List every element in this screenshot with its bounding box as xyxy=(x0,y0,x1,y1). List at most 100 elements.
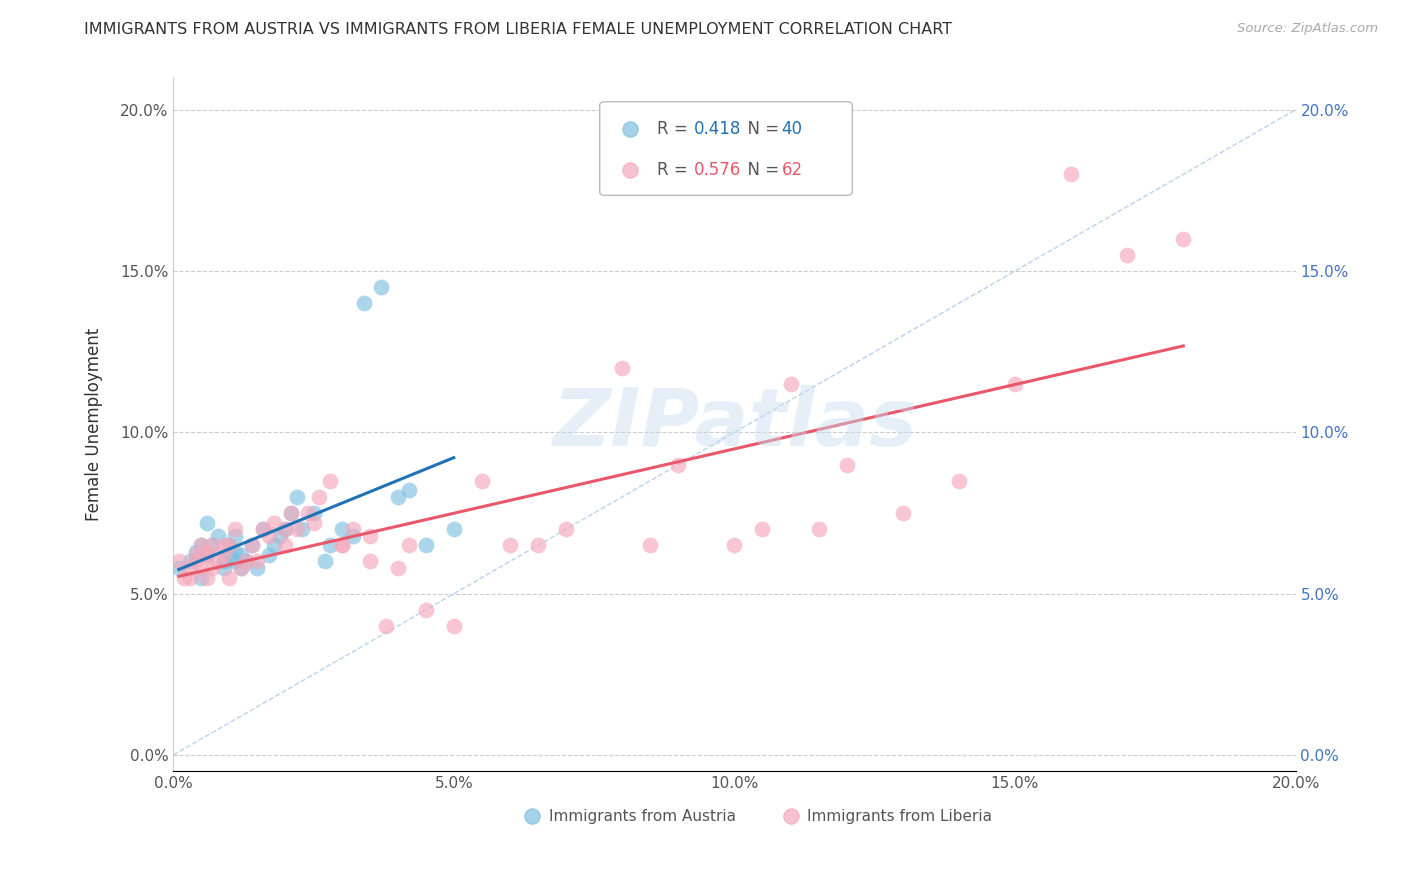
Point xyxy=(527,538,550,552)
Point xyxy=(224,545,246,559)
Point xyxy=(638,538,661,552)
Point xyxy=(891,506,914,520)
Point xyxy=(190,538,212,552)
Point xyxy=(190,561,212,575)
Point xyxy=(302,506,325,520)
Point xyxy=(1060,167,1083,181)
Point xyxy=(359,554,381,568)
Point xyxy=(179,561,201,575)
Point xyxy=(184,545,207,559)
Point xyxy=(353,296,375,310)
Point xyxy=(1004,376,1026,391)
Point xyxy=(359,528,381,542)
Point xyxy=(297,506,319,520)
Text: Source: ZipAtlas.com: Source: ZipAtlas.com xyxy=(1237,22,1378,36)
Point xyxy=(246,554,269,568)
Point xyxy=(195,548,218,562)
Point xyxy=(555,522,578,536)
Point xyxy=(218,571,240,585)
Point xyxy=(184,554,207,568)
Text: 0.576: 0.576 xyxy=(695,161,741,179)
Text: N =: N = xyxy=(737,161,785,179)
Point xyxy=(285,522,308,536)
Point xyxy=(723,538,745,552)
Point xyxy=(240,538,263,552)
Point xyxy=(201,538,224,552)
Point xyxy=(1116,248,1139,262)
Point xyxy=(263,516,285,530)
Point xyxy=(229,561,252,575)
Point xyxy=(212,538,235,552)
Point xyxy=(257,548,280,562)
Point xyxy=(387,490,409,504)
Y-axis label: Female Unemployment: Female Unemployment xyxy=(86,327,103,521)
Point xyxy=(263,538,285,552)
Point xyxy=(218,538,240,552)
Point xyxy=(269,528,291,542)
Point xyxy=(274,522,297,536)
Point xyxy=(167,554,190,568)
Point xyxy=(280,506,302,520)
Point xyxy=(201,538,224,552)
Text: 62: 62 xyxy=(782,161,803,179)
Point xyxy=(212,554,235,568)
Point xyxy=(779,376,801,391)
Point xyxy=(212,561,235,575)
Point xyxy=(330,522,353,536)
Text: ZIPatlas: ZIPatlas xyxy=(553,385,917,463)
Point xyxy=(280,506,302,520)
Point xyxy=(370,280,392,294)
Point xyxy=(308,490,330,504)
Point xyxy=(201,561,224,575)
Point xyxy=(179,554,201,568)
Point xyxy=(387,561,409,575)
Point xyxy=(415,538,437,552)
Point xyxy=(235,554,257,568)
Text: IMMIGRANTS FROM AUSTRIA VS IMMIGRANTS FROM LIBERIA FEMALE UNEMPLOYMENT CORRELATI: IMMIGRANTS FROM AUSTRIA VS IMMIGRANTS FR… xyxy=(84,22,952,37)
Text: Immigrants from Liberia: Immigrants from Liberia xyxy=(807,809,993,824)
Point xyxy=(207,554,229,568)
Point xyxy=(190,538,212,552)
Point xyxy=(319,538,342,552)
Point xyxy=(948,474,970,488)
Text: Immigrants from Austria: Immigrants from Austria xyxy=(550,809,737,824)
Point xyxy=(398,483,420,498)
Point xyxy=(471,474,494,488)
Point xyxy=(330,538,353,552)
Point xyxy=(274,522,297,536)
Point xyxy=(499,538,522,552)
Point xyxy=(443,619,465,633)
Point xyxy=(274,538,297,552)
Point xyxy=(224,522,246,536)
Point xyxy=(229,561,252,575)
Point xyxy=(218,548,240,562)
Point xyxy=(190,571,212,585)
Point xyxy=(229,548,252,562)
Point xyxy=(443,522,465,536)
Point xyxy=(291,522,314,536)
Point xyxy=(302,516,325,530)
Point xyxy=(224,554,246,568)
Point xyxy=(224,528,246,542)
Point xyxy=(218,538,240,552)
Point xyxy=(195,571,218,585)
Point xyxy=(195,548,218,562)
Point xyxy=(285,490,308,504)
Point xyxy=(314,554,336,568)
Point xyxy=(835,458,858,472)
FancyBboxPatch shape xyxy=(600,102,852,195)
Point xyxy=(235,554,257,568)
Point xyxy=(415,603,437,617)
Point xyxy=(666,458,689,472)
Point xyxy=(179,571,201,585)
Point xyxy=(807,522,830,536)
Text: N =: N = xyxy=(737,120,785,138)
Point xyxy=(319,474,342,488)
Point xyxy=(398,538,420,552)
Text: R =: R = xyxy=(657,161,693,179)
Point xyxy=(751,522,773,536)
Point xyxy=(342,522,364,536)
Point xyxy=(195,516,218,530)
Text: 0.418: 0.418 xyxy=(695,120,741,138)
Point xyxy=(342,528,364,542)
